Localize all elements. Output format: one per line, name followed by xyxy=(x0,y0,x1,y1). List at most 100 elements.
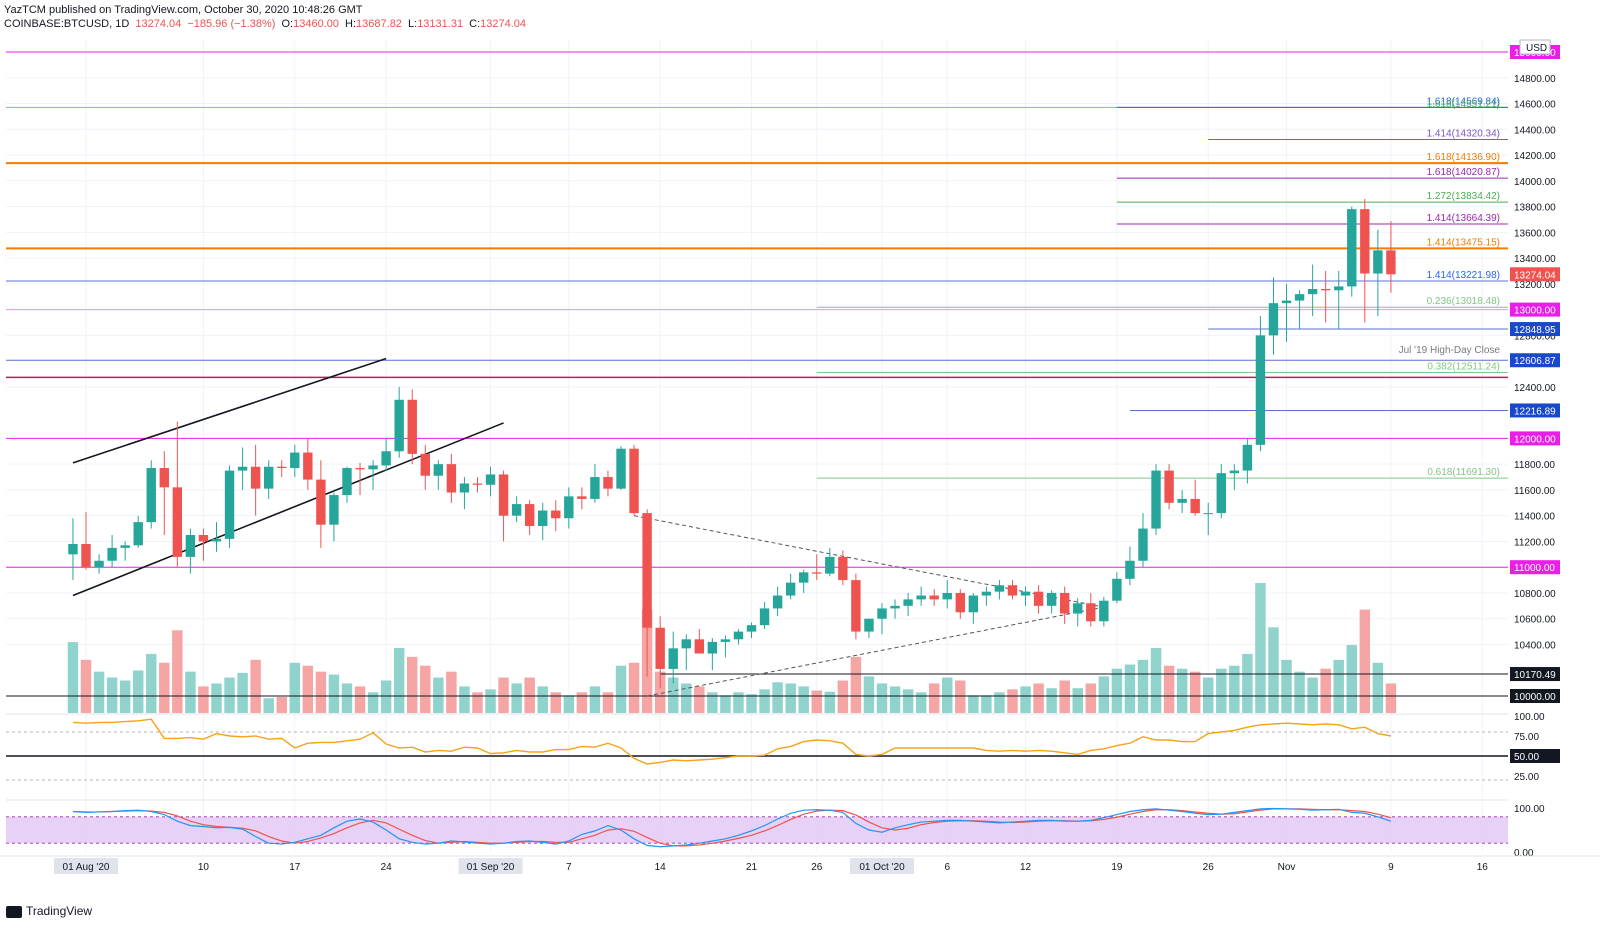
candle-body xyxy=(942,592,952,600)
fib-level-label: 1.414(14320.34) xyxy=(1427,129,1500,140)
high-value: 13687.82 xyxy=(356,18,402,30)
candle-body xyxy=(1046,592,1057,606)
tradingview-logo-icon xyxy=(6,905,22,918)
fib-level-label: 1.272(13834.42) xyxy=(1427,191,1500,202)
volume-bar xyxy=(628,662,640,713)
candle-body xyxy=(524,504,535,526)
volume-bar xyxy=(1111,668,1123,713)
volume-bar xyxy=(576,692,588,713)
volume-bar xyxy=(472,692,483,713)
candle-body xyxy=(420,453,430,476)
candle-body xyxy=(1112,578,1122,601)
volume-bar xyxy=(928,683,940,713)
stoch-band xyxy=(6,816,1508,844)
volume-bar xyxy=(654,671,666,713)
candle-body xyxy=(1033,591,1044,606)
candle-body xyxy=(655,627,665,669)
candle-body xyxy=(107,547,117,561)
candle-body xyxy=(433,464,444,476)
volume-bar xyxy=(132,670,144,713)
currency-box xyxy=(1519,39,1551,55)
volume-bar xyxy=(720,695,731,713)
volume-bar xyxy=(67,642,79,713)
candle-body xyxy=(577,496,587,499)
volume-bar xyxy=(1268,627,1279,713)
candle-body xyxy=(1229,470,1240,474)
time-tick-label: 01 Oct '20 xyxy=(859,862,905,873)
candle-body xyxy=(263,466,274,489)
candle-body xyxy=(316,479,326,525)
candle-body xyxy=(1320,288,1331,291)
time-tick-label: 01 Aug '20 xyxy=(63,862,110,873)
volume-bar xyxy=(1085,683,1097,713)
candle-body xyxy=(668,648,678,669)
volume-bar xyxy=(367,692,379,713)
candle-body xyxy=(1373,250,1383,274)
candle-body xyxy=(381,451,391,466)
candle-body xyxy=(629,448,639,514)
brand-name: TradingView xyxy=(26,904,93,918)
candle-body xyxy=(642,513,652,628)
volume-bar xyxy=(811,690,822,713)
price-tick-label: 14600.00 xyxy=(1514,100,1556,111)
candle-body xyxy=(916,595,926,600)
time-tick-label: 26 xyxy=(811,862,823,873)
candle-body xyxy=(694,639,705,654)
volume-bar xyxy=(863,676,875,713)
volume-bar xyxy=(1098,676,1110,713)
volume-bar xyxy=(211,683,222,713)
stoch-tick-label: 100.00 xyxy=(1514,804,1545,815)
volume-bar xyxy=(902,689,914,713)
volume-bar xyxy=(563,695,575,713)
candle-body xyxy=(1086,603,1096,622)
trendline xyxy=(72,357,387,464)
volume-bar xyxy=(981,695,992,713)
price-tick-label: 11000.00 xyxy=(1514,563,1555,574)
candle-body xyxy=(851,580,861,632)
price-label-box xyxy=(1510,689,1560,703)
volume-bar xyxy=(942,677,953,713)
candle-body xyxy=(799,572,809,583)
volume-bar xyxy=(915,692,927,713)
time-tick-label: 16 xyxy=(1477,862,1489,873)
price-tick-label: 10400.00 xyxy=(1514,640,1556,651)
trendline xyxy=(633,515,1104,608)
volume-bar xyxy=(615,665,627,713)
stoch-k-line xyxy=(72,807,1392,848)
candle-body xyxy=(538,510,548,526)
price-label-box xyxy=(1510,667,1560,682)
candle-body xyxy=(1059,592,1070,614)
price-tick-label: 14000.00 xyxy=(1514,177,1556,188)
high-label: H: xyxy=(345,18,357,30)
fib-level-label: 1.618(14551.21) xyxy=(1427,99,1500,110)
candle-body xyxy=(1386,250,1396,275)
price-tick-label: 13274.04 xyxy=(1514,270,1556,281)
volume-bar xyxy=(80,659,92,713)
volume-bar xyxy=(185,671,196,713)
volume-bar xyxy=(172,630,183,713)
candle-body xyxy=(1281,300,1292,304)
candle-body xyxy=(94,560,104,568)
candle-body xyxy=(511,504,522,516)
volume-bar xyxy=(1255,583,1266,713)
rsi-tick-label: 50.00 xyxy=(1514,752,1539,763)
symbol-label[interactable]: COINBASE:BTCUSD, 1D xyxy=(4,18,130,30)
price-tick-label: 12800.00 xyxy=(1514,331,1556,342)
volume-bar xyxy=(289,662,301,713)
candle-body xyxy=(1360,209,1370,274)
candle-body xyxy=(733,631,744,640)
time-tick-label: 26 xyxy=(1203,862,1215,873)
volume-bar xyxy=(550,692,561,713)
candle-body xyxy=(1177,498,1187,503)
fib-level-label: 0.382(12511.24) xyxy=(1427,362,1500,373)
candle-body xyxy=(81,544,91,568)
low-value: 13131.31 xyxy=(417,18,464,30)
footer-brand[interactable]: TradingView xyxy=(6,904,92,918)
time-tick-label: 19 xyxy=(1111,862,1123,873)
time-tick-label: 14 xyxy=(655,862,667,873)
volume-bar xyxy=(1020,686,1031,713)
volume-bar xyxy=(681,683,692,713)
time-tick-label: 7 xyxy=(566,862,572,873)
volume-bar xyxy=(302,665,314,713)
